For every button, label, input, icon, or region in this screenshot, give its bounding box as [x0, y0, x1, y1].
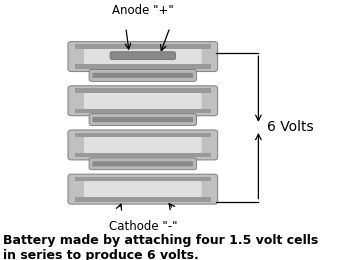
Bar	[75, 109, 211, 113]
FancyBboxPatch shape	[68, 174, 218, 204]
FancyBboxPatch shape	[84, 49, 202, 65]
FancyBboxPatch shape	[92, 161, 193, 166]
FancyBboxPatch shape	[84, 93, 202, 109]
Bar	[75, 177, 211, 181]
Text: Anode "+": Anode "+"	[112, 4, 174, 17]
Text: 6 Volts: 6 Volts	[267, 120, 313, 134]
Text: Cathode "-": Cathode "-"	[108, 220, 177, 233]
FancyBboxPatch shape	[68, 130, 218, 160]
FancyBboxPatch shape	[89, 158, 197, 170]
FancyBboxPatch shape	[110, 52, 175, 60]
FancyBboxPatch shape	[89, 114, 197, 126]
Bar	[75, 88, 211, 93]
FancyBboxPatch shape	[84, 137, 202, 153]
FancyBboxPatch shape	[68, 42, 218, 72]
Bar	[75, 197, 211, 202]
Bar	[75, 44, 211, 49]
FancyBboxPatch shape	[92, 117, 193, 122]
FancyBboxPatch shape	[68, 86, 218, 116]
Text: Battery made by attaching four 1.5 volt cells
in series to produce 6 volts.: Battery made by attaching four 1.5 volt …	[3, 234, 319, 260]
FancyBboxPatch shape	[84, 181, 202, 197]
Bar	[75, 64, 211, 69]
FancyBboxPatch shape	[89, 69, 197, 81]
Bar	[75, 153, 211, 157]
Bar	[75, 133, 211, 137]
FancyBboxPatch shape	[92, 73, 193, 78]
